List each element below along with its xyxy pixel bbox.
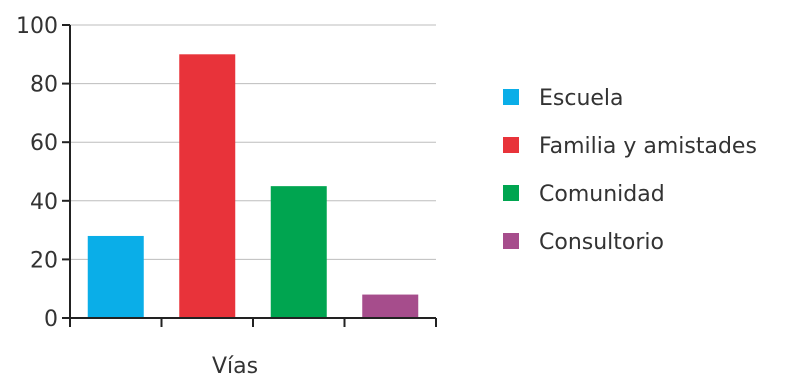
- y-tick-label: 80: [30, 73, 58, 98]
- x-axis-title: Vías: [212, 354, 258, 379]
- bars: [87, 54, 419, 319]
- bar-familia-y-amistades: [179, 54, 236, 319]
- y-tick-label: 20: [30, 248, 58, 273]
- gridlines: [70, 24, 436, 260]
- y-tick-label: 100: [16, 14, 58, 39]
- bar-consultorio: [362, 294, 419, 318]
- legend: Escuela Familia y amistades Comunidad Consu…: [503, 86, 757, 255]
- y-tick-label: 60: [30, 131, 58, 156]
- bar-escuela: [87, 235, 144, 318]
- legend-label: Comunidad: [539, 182, 665, 207]
- y-tick-labels: 0 20 40 60 80 100: [16, 14, 70, 332]
- x-ticks: [69, 318, 437, 327]
- legend-swatch: [503, 185, 519, 201]
- legend-swatch: [503, 137, 519, 153]
- legend-swatch: [503, 233, 519, 249]
- y-tick-label: 40: [30, 190, 58, 215]
- legend-swatch: [503, 89, 519, 105]
- legend-label: Consultorio: [539, 230, 664, 255]
- y-tick-label: 0: [44, 307, 58, 332]
- bar-comunidad: [270, 186, 327, 318]
- legend-label: Escuela: [539, 86, 624, 111]
- legend-label: Familia y amistades: [539, 134, 757, 159]
